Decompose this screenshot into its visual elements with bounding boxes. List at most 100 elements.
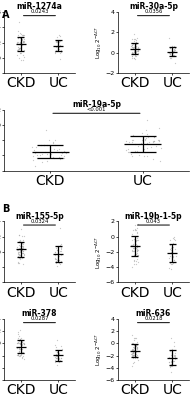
Point xyxy=(131,44,134,50)
Point xyxy=(136,51,139,57)
Point xyxy=(133,49,136,55)
Point xyxy=(134,251,137,257)
Point xyxy=(16,27,19,34)
Point xyxy=(170,50,173,56)
Point xyxy=(34,163,37,170)
Point xyxy=(135,244,138,250)
Point xyxy=(151,156,154,162)
Point xyxy=(55,337,58,343)
Point xyxy=(134,238,137,244)
Point xyxy=(171,244,174,250)
Point xyxy=(157,136,160,143)
Point xyxy=(131,360,134,366)
Point xyxy=(21,48,24,54)
Point xyxy=(169,359,172,366)
Point xyxy=(136,247,139,254)
Point xyxy=(21,52,24,58)
Point xyxy=(23,36,26,42)
Point xyxy=(171,248,174,254)
Point xyxy=(136,244,139,250)
Point xyxy=(136,344,139,350)
Point xyxy=(21,32,24,38)
Point xyxy=(59,224,62,231)
Point xyxy=(172,48,175,54)
Point xyxy=(22,261,25,267)
Text: A: A xyxy=(2,10,9,20)
Point xyxy=(19,50,22,56)
Point xyxy=(35,152,38,158)
Point xyxy=(134,39,138,46)
Point xyxy=(173,236,176,242)
Point xyxy=(130,237,133,244)
Point xyxy=(143,152,146,159)
Point xyxy=(58,146,61,152)
Point xyxy=(21,348,24,355)
Point xyxy=(133,247,136,253)
Point xyxy=(56,353,59,359)
Point xyxy=(174,354,177,360)
Point xyxy=(45,158,48,164)
Point xyxy=(127,149,130,155)
Point xyxy=(56,358,59,364)
Point xyxy=(124,146,127,153)
Point xyxy=(55,39,58,45)
Point xyxy=(140,140,143,147)
Point xyxy=(130,242,133,249)
Point xyxy=(55,355,58,361)
Point xyxy=(152,138,155,144)
Point xyxy=(133,258,136,264)
Point xyxy=(20,244,23,251)
Point xyxy=(131,44,134,50)
Point xyxy=(58,156,61,162)
Point xyxy=(134,45,137,51)
Point xyxy=(53,256,56,262)
Point xyxy=(19,340,22,346)
Point xyxy=(21,248,24,254)
Point xyxy=(58,32,61,39)
Point xyxy=(131,350,134,356)
Point xyxy=(53,50,57,56)
Point xyxy=(54,354,57,361)
Point xyxy=(170,347,173,353)
Point xyxy=(19,340,22,346)
Point xyxy=(18,260,21,266)
Point xyxy=(20,241,23,248)
Point xyxy=(21,243,24,249)
Point xyxy=(152,138,155,145)
Point xyxy=(51,139,54,145)
Point xyxy=(172,352,175,359)
Point xyxy=(32,153,35,160)
Point xyxy=(152,134,155,141)
Point xyxy=(20,347,23,354)
Point xyxy=(22,233,25,240)
Point xyxy=(16,47,19,53)
Point xyxy=(138,141,141,147)
Point xyxy=(22,54,25,60)
Point xyxy=(131,49,134,56)
Point xyxy=(61,150,64,156)
Point xyxy=(19,40,22,46)
Point xyxy=(54,356,57,363)
Point xyxy=(16,249,19,256)
Point xyxy=(42,142,45,148)
Point xyxy=(59,248,62,254)
Point xyxy=(55,353,58,360)
Point xyxy=(49,144,52,151)
Point xyxy=(135,355,138,361)
Point xyxy=(18,29,21,36)
Point xyxy=(133,53,136,59)
Point xyxy=(17,253,20,260)
Point xyxy=(173,44,176,50)
Point xyxy=(131,55,134,61)
Point xyxy=(172,254,175,260)
Point xyxy=(54,256,57,262)
Point xyxy=(132,245,135,252)
Point xyxy=(53,48,56,55)
Point xyxy=(131,350,134,356)
Point xyxy=(17,335,20,342)
Point xyxy=(170,266,173,272)
Point xyxy=(16,52,19,58)
Point xyxy=(130,139,133,145)
Point xyxy=(22,341,25,348)
Point xyxy=(57,249,60,256)
